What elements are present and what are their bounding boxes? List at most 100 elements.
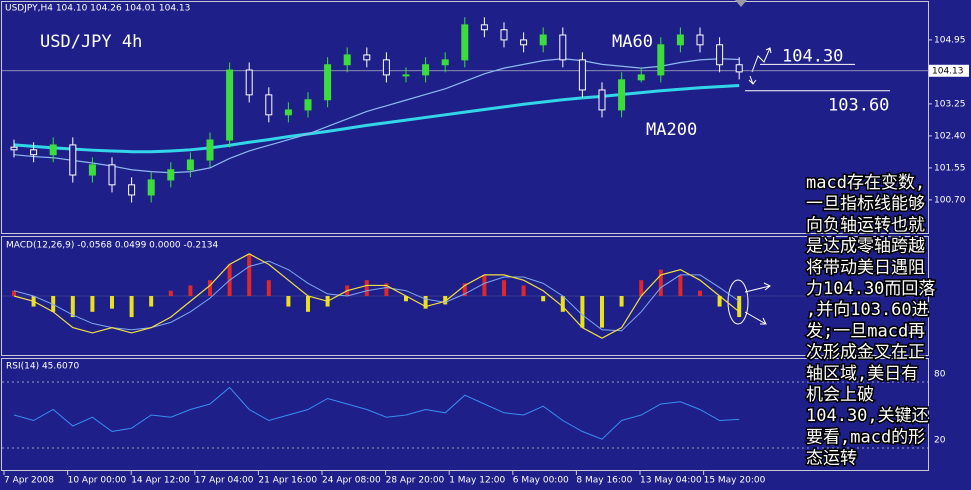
histogram-bar: [70, 296, 75, 318]
histogram-bar: [600, 296, 604, 328]
candle-body: [598, 89, 606, 111]
macd-title: MACD(12,26,9) -0.0568 0.0499 0.0000 -0.2…: [6, 241, 219, 251]
histogram-bar: [129, 296, 134, 318]
candle-body: [88, 164, 96, 176]
candle-body: [696, 34, 704, 46]
candle-body: [245, 69, 253, 96]
histogram-bar: [717, 296, 722, 307]
candle-body: [422, 64, 430, 76]
annotation-line: 要看,macd的形: [806, 427, 925, 447]
histogram-bar: [306, 296, 310, 312]
annotation-line: 将带动美日遇阻: [806, 258, 925, 278]
candle-body: [343, 54, 351, 66]
histogram-bar: [737, 296, 742, 318]
ellipse: [727, 279, 749, 325]
annotation-line: macd存在变数,: [806, 173, 925, 193]
histogram-bar: [482, 274, 487, 296]
histogram-bar: [286, 296, 291, 307]
candle-body: [69, 144, 77, 176]
arrow: [744, 282, 771, 293]
candle-body: [500, 29, 508, 41]
annotation-line: 力104.30而回落: [806, 279, 935, 299]
x-tick-label: 6 May 00:00: [513, 476, 569, 486]
y-tick-label: 103.25: [934, 99, 966, 109]
histogram-bar: [443, 296, 448, 305]
candle-body: [206, 139, 214, 161]
candle-body: [461, 24, 469, 61]
ma-label: MA60: [612, 32, 653, 52]
ma-line: [13, 58, 740, 174]
histogram-bar: [266, 280, 271, 296]
histogram-bar: [502, 280, 506, 296]
annotation-line: 机会上破: [806, 385, 874, 405]
candle-body: [304, 99, 312, 111]
annotation-line: 发;一旦macd再: [806, 321, 925, 341]
annotation-line: 104.30,关键还: [806, 406, 929, 426]
signal-line: [13, 260, 740, 332]
candle-body: [30, 149, 38, 156]
histogram-bar: [541, 296, 546, 302]
histogram-bar: [208, 280, 212, 296]
candle-body: [402, 74, 410, 77]
candle-body: [578, 59, 586, 91]
annotation-line: 是达成零轴跨越: [806, 237, 925, 257]
candle-body: [186, 159, 194, 171]
x-tick-label: 7 Apr 2008: [4, 476, 54, 486]
x-tick-label: 10 Apr 00:00: [68, 476, 127, 486]
candle-body: [657, 44, 665, 76]
histogram-bar: [521, 285, 526, 296]
candle-body: [284, 109, 292, 116]
candle-body: [10, 146, 18, 151]
x-tick-label: 1 May 12:00: [449, 476, 505, 486]
y-tick-label: 104.95: [934, 35, 966, 45]
candle-body: [324, 64, 332, 101]
candle-body: [539, 34, 547, 46]
arrow: [744, 311, 767, 325]
panel-frames: [1, 1, 929, 471]
x-tick-label: 24 Apr 08:00: [322, 476, 381, 486]
x-tick-label: 15 May 20:00: [704, 476, 766, 486]
level-label: 103.60: [828, 96, 889, 116]
annotation-line: 向负轴运转也就: [806, 215, 925, 235]
histogram-bar: [384, 283, 389, 296]
candle-body: [167, 169, 175, 181]
candle-body: [559, 34, 567, 61]
candle-body: [441, 59, 449, 66]
annotation-line: 态运转: [806, 449, 857, 469]
annotation-line: 轴区域,美日有: [806, 364, 918, 384]
histogram-bar: [423, 296, 428, 309]
candle-body: [49, 144, 57, 156]
candle-body: [128, 184, 136, 196]
candle-body: [363, 54, 371, 61]
histogram-bar: [90, 296, 95, 312]
ma-label: MA200: [646, 120, 697, 140]
histogram-bar: [12, 290, 16, 296]
histogram-bar: [188, 285, 193, 296]
y-tick-label: 102.40: [934, 131, 966, 141]
candle-body: [108, 164, 116, 186]
y-tick-label: 80: [934, 370, 946, 380]
histogram-bar: [149, 296, 154, 307]
rsi-line: [13, 386, 740, 440]
candle-body: [716, 44, 724, 66]
candle-body: [226, 69, 234, 141]
candle-body: [382, 59, 390, 76]
macd-line: [13, 253, 740, 339]
rsi-frame: [1, 358, 929, 471]
last-price-label: 104.13: [932, 66, 964, 76]
candle-body: [480, 24, 488, 31]
candle-body: [676, 34, 684, 46]
histogram-bar: [462, 283, 467, 296]
y-tick-label: 101.55: [934, 163, 966, 173]
candle-body: [735, 64, 743, 73]
histogram-bar: [678, 274, 683, 296]
arrow: [751, 47, 772, 73]
histogram-bar: [247, 253, 252, 296]
candle-body: [520, 39, 528, 46]
annotation-line: 一旦指标线能够: [806, 194, 925, 214]
annotation-shapes: [727, 47, 772, 325]
histogram-bar: [580, 296, 585, 328]
histogram-bar: [110, 296, 114, 309]
